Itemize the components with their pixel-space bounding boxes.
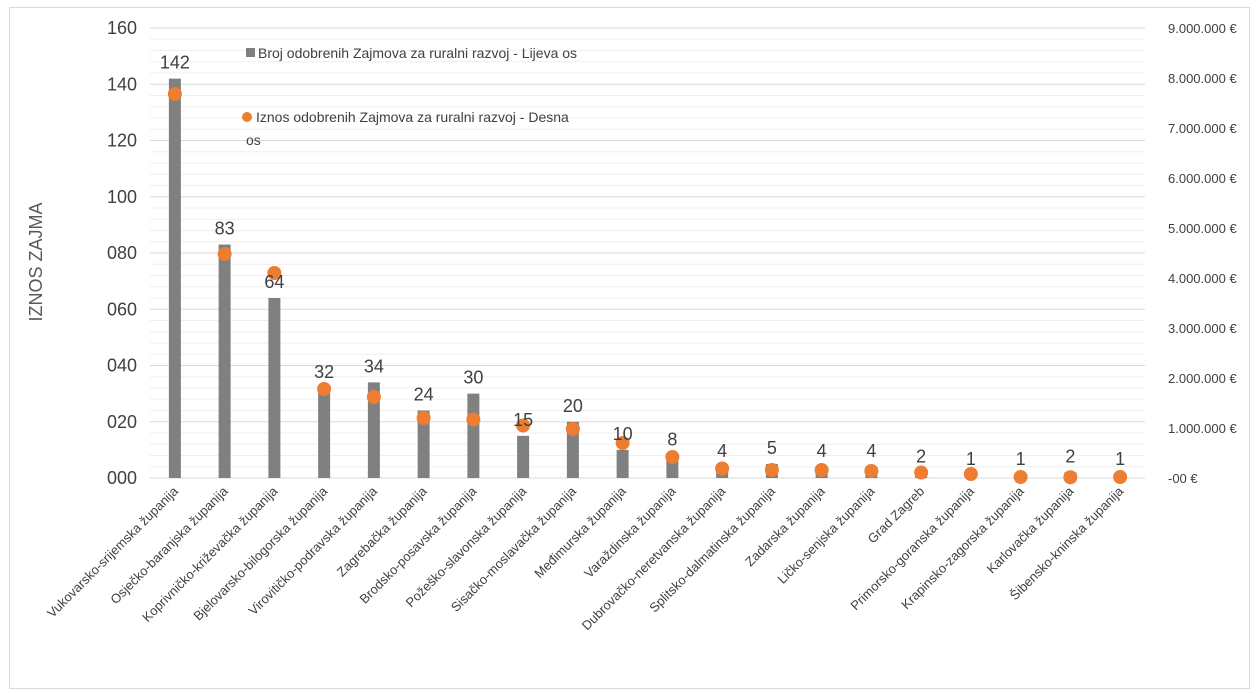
legend-dot-label-line1: Iznos odobrenih Zajmova za ruralni razvo… — [256, 109, 569, 125]
bar-data-label: 64 — [264, 272, 284, 292]
bar — [517, 435, 530, 478]
legend-bar-swatch — [246, 48, 255, 57]
bar-data-label: 4 — [717, 441, 727, 461]
legend-dot-label: Iznos odobrenih Zajmova za ruralni razvo… — [246, 109, 573, 148]
y-tick-label: 060 — [107, 299, 137, 319]
bar-data-label: 142 — [160, 53, 190, 73]
bar — [318, 388, 331, 478]
scatter-point — [864, 464, 879, 478]
y-tick-label: 160 — [107, 18, 137, 38]
scatter-point — [615, 436, 630, 450]
scatter-point — [715, 461, 730, 476]
bar-data-label: 15 — [513, 410, 533, 430]
chart-frame — [9, 7, 1250, 689]
bar-series — [168, 78, 1127, 478]
y-tick-label: 140 — [107, 74, 137, 94]
bar-data-label: 32 — [314, 362, 334, 382]
bar — [268, 298, 281, 478]
bar — [218, 244, 231, 478]
scatter-point — [317, 382, 332, 396]
y2-tick-label: -00 € — [1168, 471, 1198, 486]
left-axis-ticks: 000 020 040 060 080 100 120 140 160 — [107, 18, 137, 488]
bar-data-label: 1 — [1115, 449, 1125, 469]
data-labels: 142 83 64 32 34 24 30 15 20 10 8 4 5 4 4 2 1 1 2 1 — [160, 53, 1125, 470]
bar-data-label: 1 — [1016, 449, 1026, 469]
scatter-point — [1113, 470, 1128, 484]
scatter-point — [516, 418, 531, 433]
x-tick-label: Međimurska županija — [531, 483, 629, 581]
bar — [566, 421, 579, 478]
bar-data-label: 83 — [215, 219, 235, 239]
legend: Broj odobrenih Zajmova za ruralni razvoj… — [242, 45, 577, 148]
scatter-point — [1063, 470, 1078, 485]
legend-bar-label: Broj odobrenih Zajmova za ruralni razvoj… — [258, 45, 577, 61]
gridlines — [150, 27, 1145, 479]
scatter-point — [914, 465, 929, 480]
bar-data-label: 1 — [966, 449, 976, 469]
right-axis-ticks: -00 € 1.000.000 € 2.000.000 € 3.000.000 € 4.… — [1168, 21, 1237, 486]
category-axis-labels: Vukovarsko-srijemska županijaOsječko-bar… — [44, 483, 1127, 633]
y2-tick-label: 3.000.000 € — [1168, 321, 1237, 336]
scatter-point — [565, 422, 580, 436]
y-tick-label: 080 — [107, 243, 137, 263]
bar-data-label: 20 — [563, 396, 583, 416]
y2-tick-label: 1.000.000 € — [1168, 421, 1237, 436]
bar-data-label: 10 — [613, 424, 633, 444]
bar-data-label: 4 — [817, 441, 827, 461]
y-tick-label: 120 — [107, 131, 137, 151]
bar — [467, 393, 480, 478]
y-axis-title: IZNOS ZAJMA — [26, 202, 46, 321]
y-tick-label: 020 — [107, 412, 137, 432]
bar-data-label: 30 — [463, 368, 483, 388]
x-tick-label: Zagrebačka županija — [334, 483, 430, 579]
bar — [417, 410, 430, 478]
bar-data-label: 8 — [667, 430, 677, 450]
scatter-point — [764, 463, 779, 477]
y-tick-label: 040 — [107, 356, 137, 376]
x-tick-label: Ličko-senjska županija — [774, 483, 878, 587]
scatter-point — [814, 463, 829, 477]
y2-tick-label: 9.000.000 € — [1168, 21, 1237, 36]
y2-tick-label: 2.000.000 € — [1168, 371, 1237, 386]
x-tick-label: Karlovačka županija — [984, 483, 1077, 576]
scatter-point — [416, 411, 431, 425]
bar-data-label: 4 — [866, 441, 876, 461]
y2-tick-label: 5.000.000 € — [1168, 221, 1237, 236]
bar-data-label: 24 — [414, 385, 434, 405]
y2-tick-label: 6.000.000 € — [1168, 171, 1237, 186]
bar-data-label: 2 — [916, 446, 926, 466]
legend-dot-swatch — [242, 112, 252, 122]
scatter-point — [665, 450, 680, 464]
y2-tick-label: 8.000.000 € — [1168, 71, 1237, 86]
legend-dot-label-line2: os — [246, 132, 261, 148]
scatter-point — [167, 87, 182, 101]
y-tick-label: 100 — [107, 187, 137, 207]
bar-data-label: 2 — [1065, 446, 1075, 466]
bar-data-label: 5 — [767, 438, 777, 458]
scatter-point — [267, 266, 282, 280]
bar — [168, 78, 181, 478]
bar — [367, 382, 380, 478]
scatter-point — [217, 247, 232, 261]
scatter-point — [963, 467, 978, 481]
bar-data-label: 34 — [364, 356, 384, 376]
dot-series — [167, 87, 1128, 485]
scatter-point — [1013, 470, 1028, 484]
y2-tick-label: 7.000.000 € — [1168, 121, 1237, 136]
x-tick-label: Varaždinska županija — [581, 483, 679, 581]
y2-tick-label: 4.000.000 € — [1168, 271, 1237, 286]
scatter-point — [466, 412, 481, 427]
bar — [616, 449, 629, 478]
scatter-point — [366, 390, 381, 404]
y-tick-label: 000 — [107, 468, 137, 488]
